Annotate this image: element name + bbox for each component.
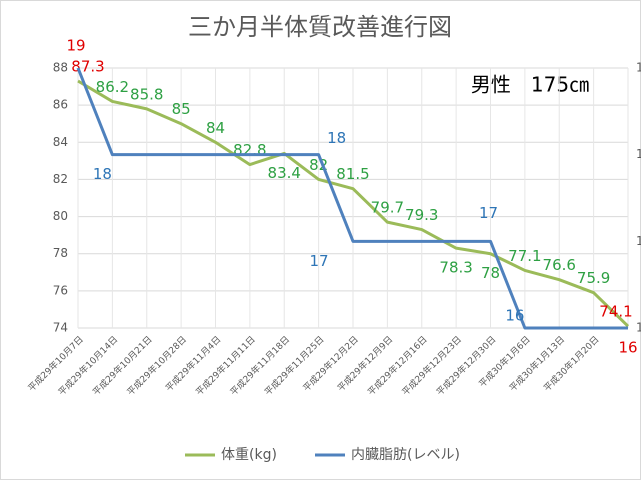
data-label: 84: [206, 119, 225, 137]
series-line: [76, 67, 628, 330]
legend-label: 内臓脂肪(レベル): [351, 447, 460, 463]
data-label: 75.9: [577, 269, 610, 287]
data-label: 77.1: [508, 247, 541, 265]
data-label: 83.4: [268, 164, 301, 182]
data-label: 74.1: [599, 303, 632, 321]
y2-tick-label: 17: [636, 234, 641, 248]
y-tick-label: 84: [53, 135, 68, 149]
data-label: 81.5: [336, 165, 369, 183]
y-tick-label: 78: [53, 246, 68, 260]
series-line: [77, 79, 630, 328]
data-label: 17: [479, 204, 498, 222]
data-label: 79.7: [371, 199, 404, 217]
data-label: 76.6: [543, 256, 576, 274]
legend-label: 体重(kg): [221, 447, 277, 463]
y-tick-label: 86: [53, 98, 68, 112]
y2-tick-label: 18: [636, 147, 641, 161]
y-tick-label: 88: [53, 61, 68, 75]
data-label: 79.3: [405, 206, 438, 224]
data-label: 82.8: [233, 141, 266, 159]
data-label: 87.3: [71, 58, 104, 76]
y-tick-label: 74: [53, 321, 68, 335]
data-label: 16: [618, 339, 637, 357]
data-label: 18: [93, 165, 112, 183]
data-label: 17: [309, 252, 328, 270]
data-label: 85: [172, 100, 191, 118]
y-tick-label: 80: [53, 209, 68, 223]
y2-tick-label: 16: [636, 321, 641, 335]
data-label: 85.8: [130, 85, 163, 103]
data-label: 86.2: [96, 78, 129, 96]
data-label: 78: [481, 264, 500, 282]
y2-tick-label: 19: [636, 61, 641, 75]
y-tick-label: 76: [53, 283, 68, 297]
y-tick-label: 82: [53, 172, 68, 186]
annotation: 男性 175㎝: [471, 73, 589, 97]
chart-title: 三か月半体質改善進行図: [188, 13, 452, 41]
data-label: 19: [66, 37, 85, 55]
data-label: 16: [505, 307, 524, 325]
data-label: 78.3: [439, 259, 472, 277]
data-label: 18: [327, 129, 346, 147]
